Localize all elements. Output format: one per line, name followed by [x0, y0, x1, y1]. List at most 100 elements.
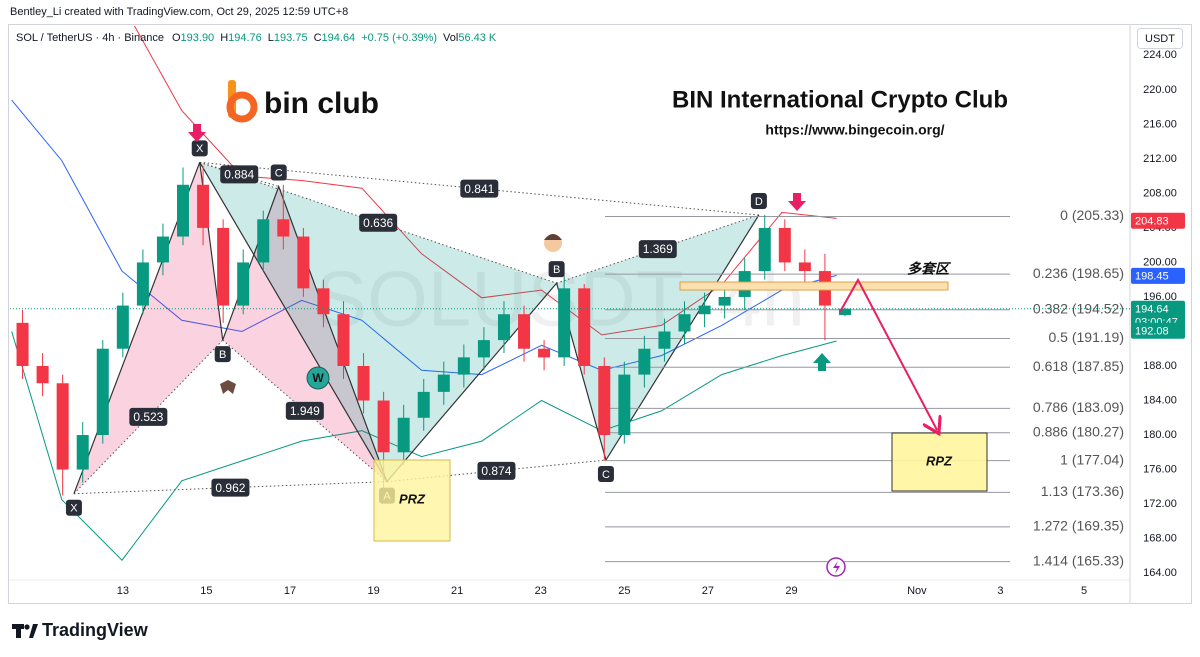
- candle-body: [357, 365, 370, 401]
- pattern-leg: [73, 162, 388, 494]
- y-tick-label: 208.00: [1143, 187, 1177, 199]
- pivot-label: D: [755, 196, 763, 208]
- y-tick-label: 176.00: [1143, 463, 1177, 475]
- candle-body: [217, 227, 230, 306]
- pivot-bg: [597, 466, 614, 483]
- x-tick-label: 5: [1081, 585, 1087, 597]
- pivot: D: [750, 192, 767, 209]
- legend-key: L: [268, 32, 274, 44]
- candle-body: [317, 288, 330, 315]
- fib-label: 0 (205.33): [1060, 207, 1124, 223]
- ratio-label: 0.523: [133, 410, 163, 424]
- fib-label: 0.618 (187.85): [1033, 358, 1124, 374]
- legend-value: 56.43 K: [458, 32, 497, 44]
- candle-body: [558, 288, 571, 358]
- candle-body: [197, 184, 210, 228]
- candle-body: [778, 227, 791, 263]
- candle-body: [337, 314, 350, 366]
- ratio-bg: [638, 240, 677, 259]
- y-tick-label: 180.00: [1143, 429, 1177, 441]
- candle-body: [397, 417, 410, 453]
- pivot-label: C: [275, 167, 283, 179]
- pivot-label: X: [70, 503, 78, 515]
- candle-body: [156, 236, 169, 263]
- y-tick-label: 212.00: [1143, 153, 1177, 165]
- pivot: X: [65, 499, 82, 516]
- legend-value: 194.76: [228, 32, 262, 44]
- y-tick-label: 188.00: [1143, 360, 1177, 372]
- currency-box[interactable]: [1137, 28, 1183, 49]
- up-arrow: [813, 353, 831, 371]
- candle-body: [116, 305, 129, 349]
- fib-label: 1.13 (173.36): [1041, 483, 1124, 499]
- ratio-label: 0.636: [363, 216, 393, 230]
- candle-body: [177, 184, 190, 237]
- y-tick-label: 224.00: [1143, 49, 1177, 61]
- y-tick-label: 216.00: [1143, 118, 1177, 130]
- x-tick-label: 23: [535, 585, 547, 597]
- candle-body: [518, 314, 531, 349]
- plot-area: 0 (205.33)0.236 (198.65)0.382 (194.52)0.…: [10, 26, 1130, 568]
- pivot: X: [191, 140, 208, 157]
- y-tick-label: 196.00: [1143, 291, 1177, 303]
- legend-key: Vol: [443, 32, 458, 44]
- pivot-bg: [548, 261, 565, 278]
- fib-label: 1 (177.04): [1060, 451, 1124, 467]
- candle-body: [136, 262, 149, 306]
- candle-body: [618, 374, 631, 436]
- pivot-bg: [270, 164, 287, 181]
- legend-symbol: SOL / TetherUS · 4h · Binance: [16, 32, 164, 44]
- candle-body: [257, 219, 270, 263]
- candle-body: [96, 348, 109, 436]
- price-badge-label: 198.45: [1135, 271, 1169, 283]
- candle-body: [277, 219, 290, 237]
- x-tick-label: 17: [284, 585, 296, 597]
- bat-icon: [220, 380, 236, 394]
- candle-body: [798, 262, 811, 272]
- candle-body: [16, 322, 29, 366]
- price-badge: [1131, 267, 1185, 284]
- y-tick-label: 172.00: [1143, 498, 1177, 510]
- candle-body: [457, 357, 470, 375]
- down-arrow: [788, 193, 806, 211]
- fib-label: 0.786 (183.09): [1033, 399, 1124, 415]
- candle-body: [377, 400, 390, 453]
- pattern-fill: [199, 162, 557, 482]
- fib-label: 1.414 (165.33): [1033, 552, 1124, 568]
- ratio-label: 0.841: [464, 182, 494, 196]
- x-tick-label: 3: [997, 585, 1003, 597]
- ratio-bg: [129, 407, 168, 426]
- pivot-bg: [191, 140, 208, 157]
- candle-body: [698, 305, 711, 315]
- candle-body: [658, 331, 671, 349]
- ratio-label: 0.962: [215, 481, 245, 495]
- y-tick-label: 220.00: [1143, 84, 1177, 96]
- tv-icon: [12, 624, 38, 638]
- legend-value: 193.90: [181, 32, 215, 44]
- candle-body: [497, 314, 510, 341]
- legend-value: 194.64: [322, 32, 356, 44]
- candle-body: [638, 348, 651, 375]
- ratio-label: 0.874: [481, 464, 511, 478]
- pivot: B: [548, 261, 565, 278]
- x-tick-label: 25: [618, 585, 630, 597]
- pivot: C: [597, 466, 614, 483]
- candle-body: [417, 391, 430, 418]
- face-icon: [544, 234, 562, 252]
- down-arrow: [188, 124, 206, 142]
- candle-body: [76, 435, 89, 470]
- pattern-fill: [73, 162, 223, 494]
- y-tick-label: 168.00: [1143, 532, 1177, 544]
- forecast-arrow: [839, 277, 937, 430]
- x-tick-label: 13: [117, 585, 129, 597]
- legend-value: 193.75: [274, 32, 308, 44]
- candle-body: [758, 227, 771, 272]
- ratio-bg: [477, 461, 516, 480]
- ratio-label: 1.369: [643, 242, 673, 256]
- candle-body: [578, 288, 591, 366]
- pivot: C: [270, 164, 287, 181]
- legend-key: H: [220, 32, 228, 44]
- ratio-label: 1.949: [290, 404, 320, 418]
- logo-text: bin club: [264, 87, 379, 120]
